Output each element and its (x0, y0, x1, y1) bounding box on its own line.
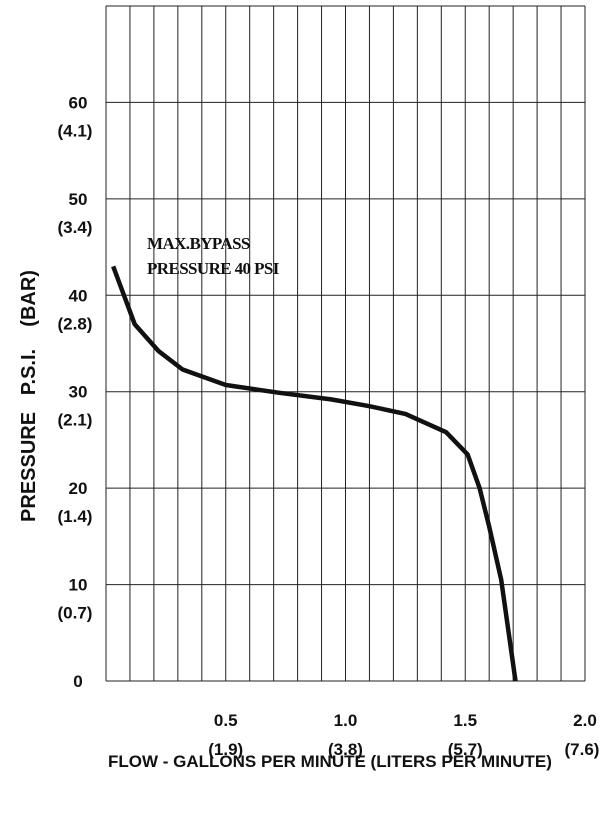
y-tick-sublabel: (4.1) (58, 121, 93, 140)
x-axis-ticks: 0.5 (1.9) 1.0 (3.8) 1.5 (5.7) 2.0 (7.6) (208, 711, 599, 759)
x-tick-label: 2.0 (573, 711, 597, 730)
y-tick-sublabel: (0.7) (58, 604, 93, 623)
y-tick-sublabel: (2.8) (58, 314, 93, 333)
pressure-curve (111, 265, 518, 682)
annotation-line-1: MAX.BYPASS (147, 234, 250, 253)
x-tick-label: 0.5 (214, 711, 238, 730)
y-tick-label: 40 (69, 286, 88, 305)
x-axis-title: FLOW - GALLONS PER MINUTE (LITERS PER MI… (108, 752, 552, 771)
x-tick-sublabel: (5.7) (448, 740, 483, 759)
annotation-line-2: PRESSURE 40 PSI (147, 259, 280, 278)
x-tick-label: 1.0 (334, 711, 358, 730)
y-tick-label: 50 (69, 190, 88, 209)
y-tick-sublabel: (2.1) (58, 411, 93, 430)
x-tick-sublabel: (7.6) (565, 740, 600, 759)
grid (105, 5, 586, 682)
y-tick-sublabel: (1.4) (58, 507, 93, 526)
y-tick-label: 60 (69, 93, 88, 112)
x-tick-sublabel: (1.9) (208, 740, 243, 759)
y-axis-title: PRESSURE P.S.I. (BAR) (18, 270, 40, 522)
y-tick-label: 0 (73, 672, 82, 691)
x-tick-label: 1.5 (453, 711, 477, 730)
y-tick-label: 30 (69, 383, 88, 402)
y-axis-ticks: 0 10 (0.7) 20 (1.4) 30 (2.1) 40 (2.8) 50 (3.4) 60 (4… (58, 93, 93, 691)
series-layer (111, 265, 518, 682)
x-tick-sublabel: (3.8) (328, 740, 363, 759)
y-tick-label: 10 (69, 576, 88, 595)
y-tick-label: 20 (69, 479, 88, 498)
y-tick-sublabel: (3.4) (58, 218, 93, 237)
